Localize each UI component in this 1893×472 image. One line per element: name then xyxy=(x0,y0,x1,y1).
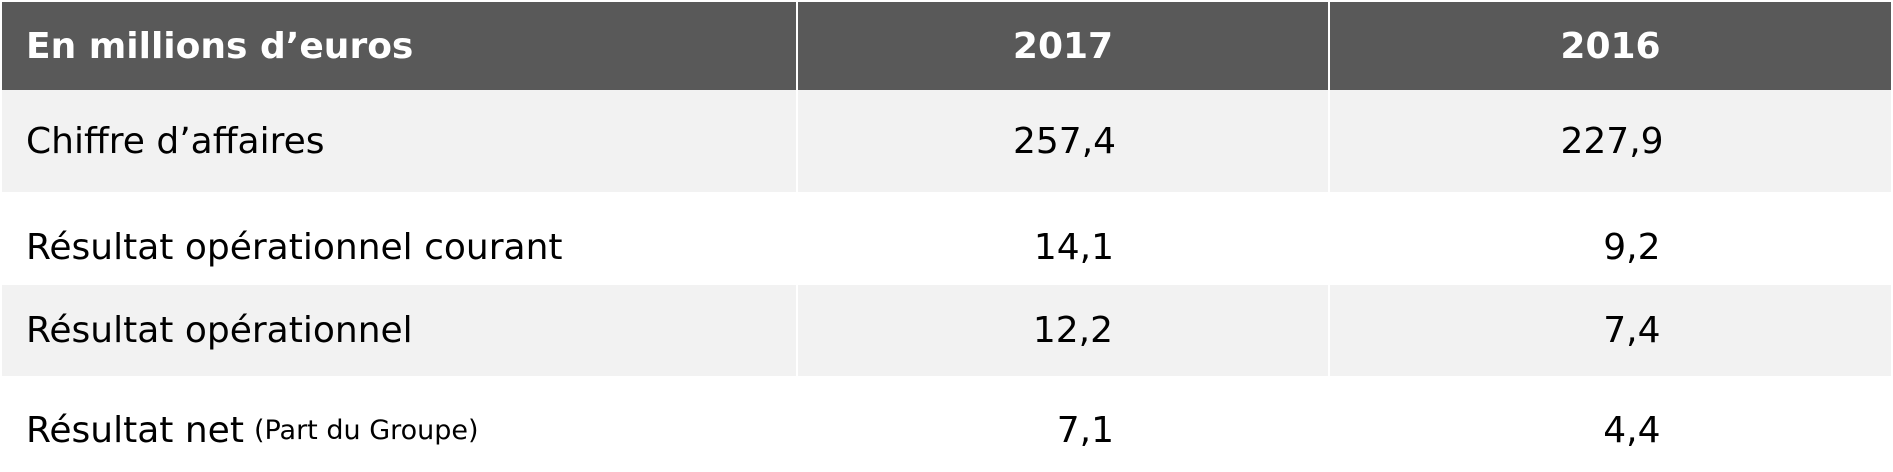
table-row: Résultat net (Part du Groupe) 7,1 4,4 xyxy=(2,376,1891,466)
value-2016: 7,4 xyxy=(1330,285,1891,376)
table-row: Résultat opérationnel courant 14,1 9,2 xyxy=(2,192,1891,285)
row-label: Chiffre d’affaires xyxy=(2,90,798,192)
table-header-row: En millions d’euros 2017 2016 xyxy=(2,2,1891,90)
value-2017: 12,2 xyxy=(798,285,1330,376)
table-row: Chiffre d’affaires 257,4 227,9 xyxy=(2,90,1891,192)
value-2016-text: 7,4 xyxy=(1603,310,1661,351)
value-2017-text: 14,1 xyxy=(1033,227,1114,268)
row-label-note: (Part du Groupe) xyxy=(253,414,479,446)
value-2017-text: 257,4 xyxy=(1013,120,1117,162)
header-label: En millions d’euros xyxy=(2,2,798,90)
value-2017-text: 7,1 xyxy=(1056,409,1114,451)
row-label-text: Résultat opérationnel courant xyxy=(26,227,563,268)
row-label-text: Résultat net xyxy=(26,409,244,451)
row-label: Résultat net (Part du Groupe) xyxy=(2,376,798,466)
value-2016: 9,2 xyxy=(1330,192,1891,285)
table-row: Résultat opérationnel 12,2 7,4 xyxy=(2,285,1891,376)
value-2016: 227,9 xyxy=(1330,90,1891,192)
value-2016-text: 9,2 xyxy=(1603,227,1661,268)
value-2017-text: 12,2 xyxy=(1032,310,1113,351)
header-year-2016: 2016 xyxy=(1560,25,1661,67)
row-label: Résultat opérationnel xyxy=(2,285,798,376)
row-label: Résultat opérationnel courant xyxy=(2,192,798,285)
header-year-2017: 2017 xyxy=(798,2,1330,90)
value-2016-text: 4,4 xyxy=(1603,409,1661,451)
value-2016-text: 227,9 xyxy=(1560,120,1664,162)
value-2017: 257,4 xyxy=(798,90,1330,192)
value-2017: 7,1 xyxy=(798,376,1330,466)
row-label-text: Chiffre d’affaires xyxy=(26,120,325,162)
value-2017: 14,1 xyxy=(798,192,1330,285)
row-label-text: Résultat opérationnel xyxy=(26,310,413,351)
value-2016: 4,4 xyxy=(1330,376,1891,466)
